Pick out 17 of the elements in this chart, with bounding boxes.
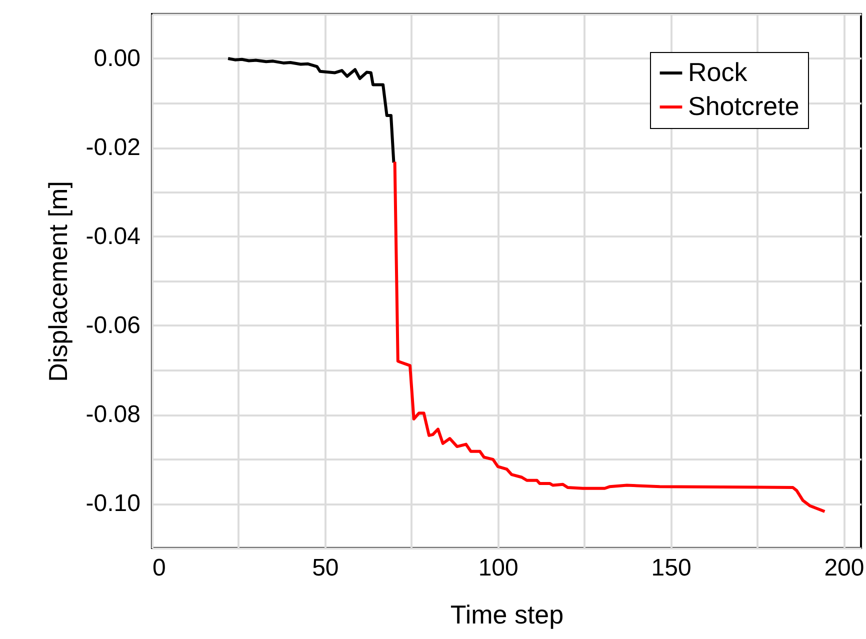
x-tick-label: 50	[312, 554, 339, 582]
y-tick-label: -0.08	[86, 401, 140, 428]
line-series	[226, 57, 396, 164]
y-tick-label: -0.10	[86, 490, 140, 517]
x-axis-title: Time step	[450, 600, 564, 630]
x-tick-label: 0	[152, 554, 166, 582]
x-tick-label: 200	[824, 554, 864, 582]
y-axis-title: Displacement [m]	[42, 181, 73, 382]
y-tick-label: -0.02	[86, 134, 140, 161]
y-tick-label: -0.06	[86, 312, 140, 339]
line-series	[393, 160, 826, 514]
y-tick-label: -0.04	[86, 223, 140, 250]
y-tick-label: 0.00	[94, 45, 140, 72]
legend-label: Rock	[688, 57, 748, 87]
x-tick-label: 150	[651, 554, 692, 582]
legend-label: Shotcrete	[688, 91, 800, 121]
x-tick-label: 100	[478, 554, 518, 582]
